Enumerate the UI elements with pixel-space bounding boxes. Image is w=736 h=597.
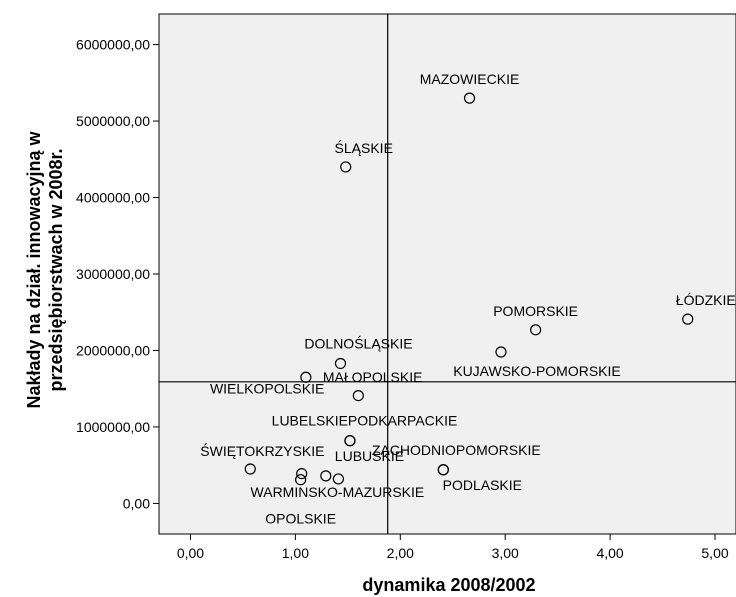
y-axis: 0,00 1000000,00 2000000,00 3000000,00 400000… [76,37,159,511]
x-tick-label: 2,00 [387,545,414,561]
x-axis-title: dynamika 2008/2002 [362,575,535,595]
y-axis-title: Nakłady na dział. innowacyjną w przedsię… [24,130,66,408]
data-point [295,474,307,486]
data-point [437,464,449,476]
y-tick-label: 5000000,00 [76,113,150,129]
plot-area [158,13,736,535]
point-label: WARMINSKO-MAZURSKIE [251,484,425,500]
point-label: ŚWIĘTOKRZYSKIE [200,442,324,459]
data-point [352,389,364,402]
y-tick-label: 6000000,00 [76,37,150,53]
point-label: OPOLSKIE [265,511,336,527]
point-label: ŚLĄSKIE [335,139,393,156]
data-point [320,470,332,482]
data-point [300,371,312,383]
point-label: WIELKOPOLSKIE [210,381,324,397]
x-tick-label: 1,00 [282,545,309,561]
data-point [334,357,347,370]
point-label: LUBELSKIE [272,413,348,429]
data-point [530,324,542,336]
data-point [495,346,507,358]
data-point [332,473,344,485]
data-point [244,463,256,475]
y-tick-label: 3000000,00 [76,266,150,282]
point-label: PODKARPACKIE [348,413,457,429]
data-points [244,92,694,486]
y-tick-label: 1000000,00 [76,419,150,435]
data-point [340,161,352,173]
point-label: PODLASKIE [443,477,522,493]
point-label: ZACHODNIOPOMORSKIE [372,442,541,458]
point-label: MAŁOPOLSKIE [323,369,423,385]
y-axis-title-line-2: przedsiębiorstwach w 2008r. [46,148,66,391]
point-label: ŁÓDZKIE [676,292,736,308]
reference-lines [159,14,736,534]
y-axis-title-line-1: Nakłady na dział. innowacyjną w [24,130,44,408]
data-point [463,92,476,104]
point-label: POMORSKIE [493,303,578,319]
y-tick-label: 2000000,00 [76,342,150,358]
x-tick-label: 0,00 [177,545,204,561]
point-label: DOLNOŚLĄSKIE [304,334,412,351]
x-tick-label: 5,00 [701,545,728,561]
y-tick-label: 0,00 [123,495,150,511]
point-label: MAZOWIECKIE [420,71,520,87]
x-tick-label: 3,00 [492,545,519,561]
x-tick-label: 4,00 [596,545,623,561]
point-label: LUBUSKIE [335,448,404,464]
point-labels: MAZOWIECKIE ŚLĄSKIE ŁÓDZKIE POMORSKIE KUJAWS… [200,71,735,527]
point-label: KUJAWSKO-POMORSKIE [453,363,621,379]
data-point [682,313,694,325]
x-axis: 0,00 1,00 2,00 3,00 4,00 5,00 [177,534,729,561]
y-tick-label: 4000000,00 [76,190,150,206]
data-point [296,467,308,480]
data-point [344,435,356,447]
